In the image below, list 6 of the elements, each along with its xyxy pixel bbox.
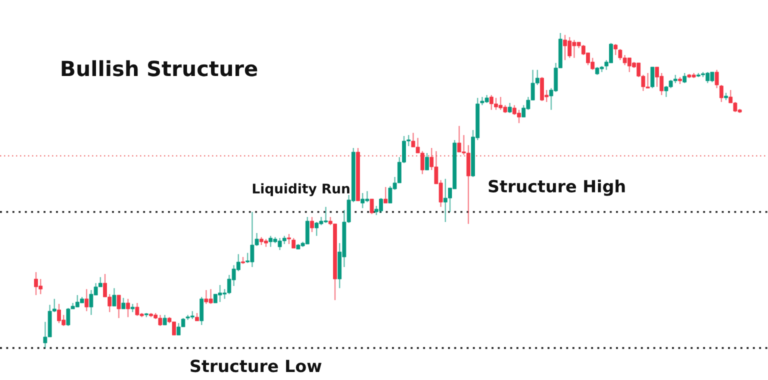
candlestick <box>650 66 654 89</box>
ref-line-label: Structure High <box>488 180 625 196</box>
text: Bullish Structure <box>62 60 258 76</box>
candlestick <box>370 198 374 215</box>
ref-line-label: Structure Low <box>190 360 322 372</box>
annotation: Liquidity Run <box>252 183 350 196</box>
